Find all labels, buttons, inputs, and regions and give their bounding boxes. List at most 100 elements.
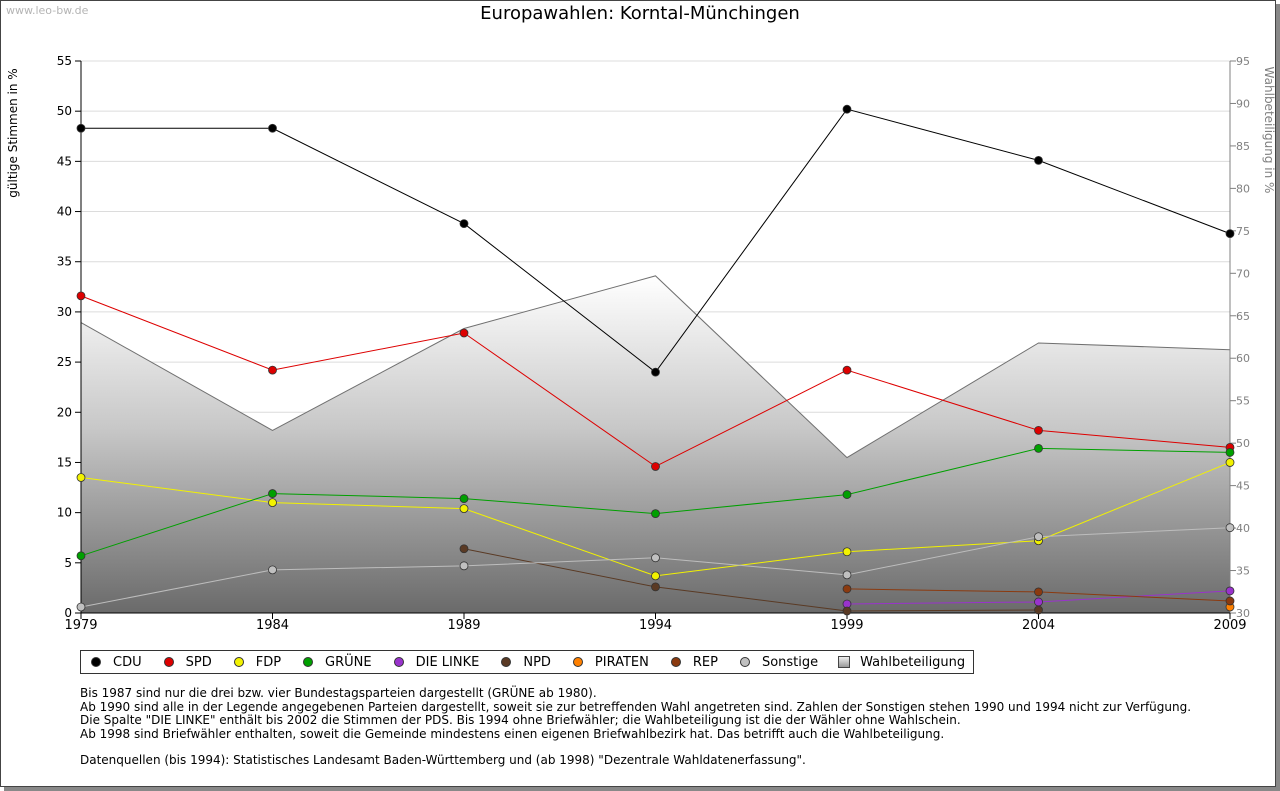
data-point-cdu: [268, 123, 277, 133]
watermark: www.leo-bw.de: [6, 4, 89, 17]
legend-marker: [91, 657, 101, 667]
y2-tick-label: 40: [1236, 522, 1250, 535]
data-point-npd: [842, 606, 852, 616]
y-tick-label: 5: [64, 556, 72, 570]
data-point-gr-ne: [1225, 448, 1235, 457]
y2-tick-label: 80: [1236, 182, 1250, 195]
x-tick-label: 1979: [64, 618, 97, 633]
turnout-area: [80, 275, 1231, 613]
y-tick-label: 45: [57, 154, 72, 168]
data-point-spd: [268, 365, 277, 375]
y-tick-label: 10: [57, 506, 72, 520]
y2-tick-label: 50: [1236, 437, 1250, 450]
note-1: Bis 1987 sind nur die drei bzw. vier Bun…: [80, 686, 597, 700]
y2-tick-label: 30: [1236, 607, 1250, 620]
data-point-spd: [651, 462, 660, 471]
data-source: Datenquellen (bis 1994): Statistisches L…: [80, 753, 806, 767]
legend-label: Sonstige: [761, 654, 819, 670]
legend-label: CDU: [113, 654, 142, 670]
legend-item-die-linke: DIE LINKE: [390, 654, 480, 670]
data-point-rep: [842, 584, 852, 594]
legend-marker: [572, 657, 583, 667]
turnout-area-fill: [81, 275, 1230, 613]
y-tick-label: 55: [57, 54, 72, 68]
data-point-spd: [76, 291, 86, 301]
data-point-sonstige: [1034, 532, 1043, 542]
data-point-gr-ne: [651, 509, 660, 519]
y-tick-label: 20: [57, 405, 72, 419]
legend-item-wahlbeteiligung: Wahlbeteiligung: [836, 655, 965, 670]
x-tick-label: 2009: [1213, 618, 1246, 633]
data-point-sonstige: [268, 565, 277, 575]
note-3: Die Spalte "DIE LINKE" enthält bis 2002 …: [80, 713, 961, 727]
data-point-rep: [1034, 587, 1043, 597]
data-point-fdp: [842, 547, 852, 557]
legend-item-rep: REP: [667, 655, 718, 670]
legend-marker: [501, 657, 512, 667]
data-point-npd: [651, 582, 660, 592]
data-point-sonstige: [1225, 523, 1235, 533]
y-tick-label: 0: [64, 606, 72, 620]
legend-item-piraten: PIRATEN: [569, 655, 649, 670]
legend-marker: [739, 657, 750, 667]
y-axis-label: gültige Stimmen in %: [6, 68, 20, 197]
x-tick-label: 1994: [639, 618, 672, 633]
legend: CDU SPD FDP GRÜNE DIE LINKE NPD PIRATEN REP Sons…: [80, 650, 975, 674]
legend-item-npd: NPD: [497, 655, 551, 670]
data-point-sonstige: [651, 553, 660, 563]
legend-label: DIE LINKE: [415, 654, 480, 670]
x-tick-label: 2004: [1022, 618, 1055, 633]
data-point-gr-ne: [268, 489, 277, 498]
data-point-fdp: [1225, 458, 1235, 467]
data-point-cdu: [459, 219, 469, 228]
legend-marker: [838, 656, 851, 668]
y2-tick-label: 75: [1236, 225, 1250, 238]
legend-marker: [670, 657, 681, 667]
data-point-die-linke: [1225, 586, 1235, 596]
legend-item-spd: SPD: [160, 655, 212, 670]
y2-tick-label: 45: [1236, 480, 1250, 493]
legend-label: Wahlbeteiligung: [860, 654, 966, 670]
x-tick-label: 1999: [830, 618, 863, 633]
data-point-sonstige: [76, 602, 86, 612]
data-point-cdu: [651, 367, 660, 377]
y-tick-label: 35: [57, 255, 72, 269]
y2-tick-label: 95: [1236, 55, 1250, 68]
y-tick-label: 40: [57, 205, 72, 219]
data-point-fdp: [268, 498, 277, 508]
data-point-sonstige: [842, 570, 852, 580]
data-point-cdu: [842, 104, 852, 114]
data-point-rep: [1225, 596, 1235, 606]
x-tick-label: 1989: [447, 618, 480, 633]
note-4: Ab 1998 sind Briefwähler enthalten, sowe…: [80, 726, 945, 741]
y2-axis-label: Wahlbeteiligung in %: [1262, 67, 1276, 194]
data-point-gr-ne: [76, 551, 86, 561]
data-point-spd: [1034, 425, 1043, 435]
note-2: Ab 1990 sind alle in der Legende angegeb…: [80, 699, 1192, 714]
legend-label: REP: [692, 654, 718, 670]
data-point-sonstige: [459, 561, 469, 571]
data-point-spd: [842, 365, 852, 375]
y-tick-label: 30: [57, 305, 72, 319]
data-point-npd: [1034, 605, 1043, 615]
legend-marker: [233, 657, 244, 667]
y2-tick-label: 55: [1236, 395, 1250, 408]
data-point-cdu: [1034, 155, 1043, 165]
y2-tick-label: 90: [1236, 97, 1250, 110]
data-point-fdp: [76, 473, 86, 482]
y2-tick-label: 70: [1236, 267, 1250, 280]
legend-label: GRÜNE: [325, 654, 372, 670]
turnout-line: [80, 275, 1231, 459]
series-points: [76, 104, 1235, 616]
data-point-gr-ne: [1034, 444, 1043, 453]
series-line-npd: [463, 548, 1039, 612]
legend-label: NPD: [523, 654, 551, 670]
legend-item-fdp: FDP: [230, 655, 281, 670]
data-point-gr-ne: [459, 494, 469, 503]
data-point-die-linke: [1034, 597, 1043, 607]
legend-item-gr-ne: GRÜNE: [299, 655, 372, 670]
chart-canvas: 0 5 10 15 20 25 30 35 40 45 50 55 30 35 40 45 50 55 60 65 70…: [6, 54, 1276, 633]
y-tick-label: 50: [57, 104, 72, 118]
y2-tick-label: 65: [1236, 310, 1250, 323]
chart-title: Europawahlen: Korntal-Münchingen: [480, 3, 800, 24]
